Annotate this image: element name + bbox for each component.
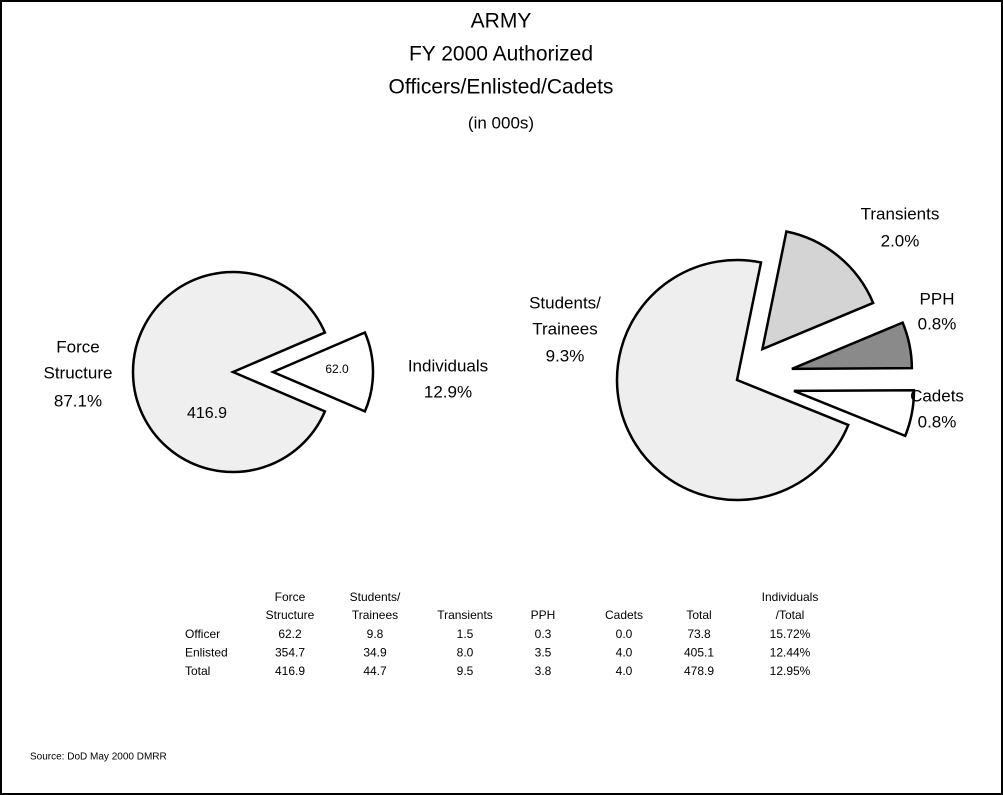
slice-value-label: 12.9%: [424, 382, 472, 401]
table-cell: 0.0: [616, 627, 633, 641]
slice-label: Individuals: [408, 356, 488, 375]
table-header: Cadets: [605, 608, 643, 622]
table-cell: 9.5: [457, 664, 474, 678]
source: Source: DoD May 2000 DMRR: [30, 752, 167, 763]
slice-value-label: 87.1%: [54, 391, 102, 410]
table-cell: 478.9: [684, 664, 714, 678]
table-header: Individuals: [762, 590, 819, 604]
pie-slice: [791, 320, 914, 371]
table-cell: 4.0: [616, 646, 633, 660]
title: Officers/Enlisted/Cadets: [389, 76, 614, 99]
slice-label: Transients: [861, 204, 940, 223]
table-cell: 9.8: [367, 627, 384, 641]
slice-label: Trainees: [532, 319, 598, 338]
slice-label: Cadets: [910, 386, 964, 405]
table-cell: 3.5: [535, 646, 552, 660]
table-cell: 62.2: [278, 627, 302, 641]
table-header: Total: [686, 608, 711, 622]
table-cell: 3.8: [535, 664, 552, 678]
pie-slice: [131, 270, 327, 474]
slice-label: PPH: [920, 289, 955, 308]
table-header: Students/: [350, 590, 401, 604]
table-cell: 416.9: [275, 664, 305, 678]
table-cell: Officer: [185, 627, 220, 641]
table-cell: 44.7: [363, 664, 387, 678]
table-cell: Total: [185, 664, 210, 678]
table-cell: 34.9: [363, 646, 387, 660]
table-header: Trainees: [352, 608, 398, 622]
table-header: Transients: [437, 608, 493, 622]
table-cell: Enlisted: [185, 646, 228, 660]
slice-label: Force: [56, 337, 99, 356]
table-cell: 12.95%: [770, 664, 811, 678]
pie-slice: [760, 230, 875, 352]
title: FY 2000 Authorized: [409, 43, 593, 66]
table-header: Structure: [266, 608, 315, 622]
slice-value-label: 0.8%: [918, 314, 957, 333]
table-cell: 15.72%: [770, 627, 811, 641]
pie-slice: [269, 330, 375, 414]
table-cell: 0.3: [535, 627, 552, 641]
table-cell: 8.0: [457, 646, 474, 660]
slice-label: Structure: [44, 363, 113, 382]
slice-value-label: 0.8%: [918, 412, 957, 431]
table-header: Force: [275, 590, 306, 604]
slice-amount-label: 416.9: [187, 405, 227, 422]
slice-label: Students/: [529, 293, 601, 312]
table-header: PPH: [531, 608, 556, 622]
table-cell: 73.8: [687, 627, 711, 641]
table-cell: 1.5: [457, 627, 474, 641]
table-cell: 405.1: [684, 646, 714, 660]
slice-value-label: 9.3%: [546, 346, 585, 365]
slice-value-label: 2.0%: [881, 231, 920, 250]
table-cell: 354.7: [275, 646, 305, 660]
table-cell: 12.44%: [770, 646, 811, 660]
pie-slice: [615, 258, 850, 502]
pie-slice: [793, 388, 916, 438]
subtitle: (in 000s): [468, 113, 534, 132]
table-header: /Total: [776, 608, 805, 622]
title: ARMY: [471, 10, 532, 33]
slice-amount-label: 62.0: [325, 362, 349, 376]
table-cell: 4.0: [616, 664, 633, 678]
